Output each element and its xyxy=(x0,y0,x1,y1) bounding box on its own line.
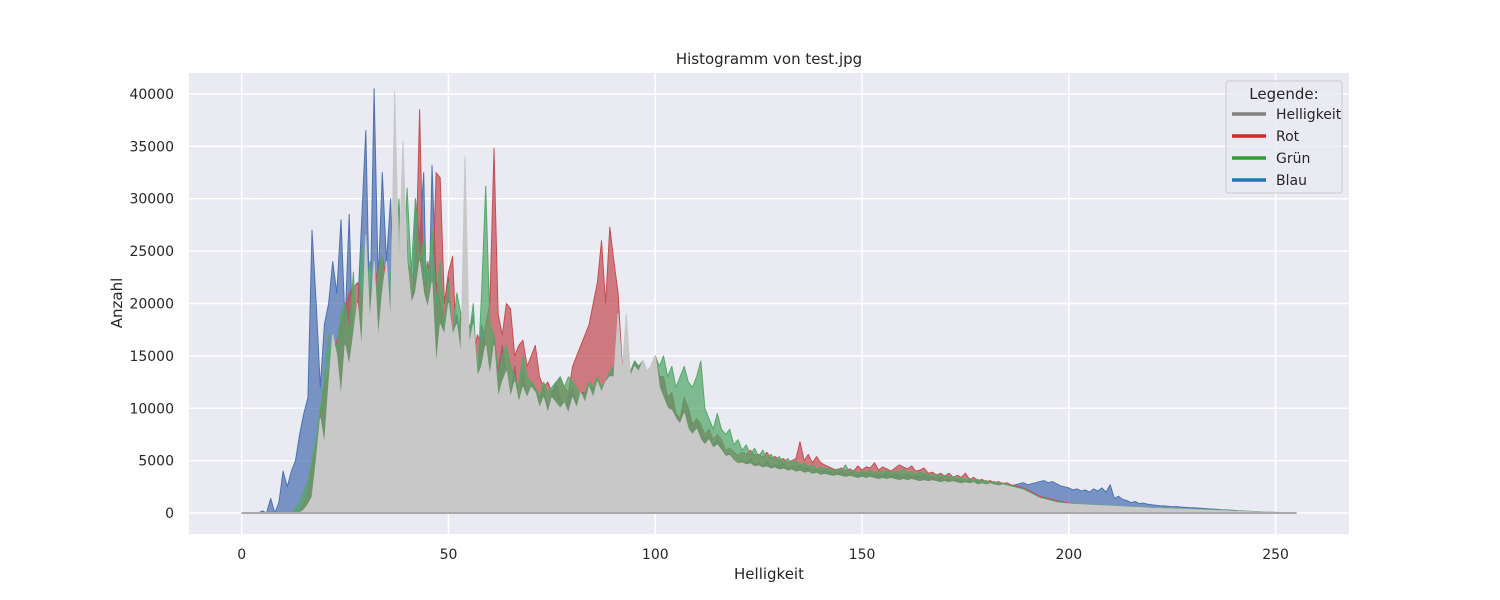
legend-title: Legende: xyxy=(1249,85,1318,103)
y-tick-label: 35000 xyxy=(129,139,174,155)
y-tick-label: 30000 xyxy=(129,192,174,208)
x-tick-label: 200 xyxy=(1055,547,1082,563)
y-axis-label: Anzahl xyxy=(108,278,126,329)
x-tick-label: 150 xyxy=(849,547,876,563)
legend: Legende: Helligkeit Rot Grün Blau xyxy=(1225,80,1343,194)
x-axis-label: Helligkeit xyxy=(734,565,804,583)
series-areas xyxy=(241,88,1297,515)
y-tick-label: 40000 xyxy=(129,87,174,103)
legend-entry: Helligkeit xyxy=(1276,107,1342,123)
chart-title: Histogramm von test.jpg xyxy=(676,50,862,68)
legend-entry: Blau xyxy=(1276,173,1307,189)
area-helligkeit xyxy=(241,91,1297,514)
x-tick-label: 250 xyxy=(1262,547,1289,563)
y-tick-label: 15000 xyxy=(129,349,174,365)
y-tick-label: 25000 xyxy=(129,244,174,260)
x-tick-label: 50 xyxy=(440,547,458,563)
legend-box xyxy=(1225,80,1343,194)
y-tick-label: 10000 xyxy=(129,401,174,417)
x-tick-label: 0 xyxy=(237,547,246,563)
y-axis-ticks: 0 5000 10000 15000 20000 25000 30000 35000 40000 xyxy=(129,87,174,522)
legend-entry: Grün xyxy=(1276,151,1310,167)
x-axis-ticks: 0 50 100 150 200 250 xyxy=(237,547,1289,563)
y-tick-label: 0 xyxy=(165,506,174,522)
x-tick-label: 100 xyxy=(642,547,669,563)
y-tick-label: 5000 xyxy=(138,454,174,470)
y-tick-label: 20000 xyxy=(129,297,174,313)
legend-entry: Rot xyxy=(1276,129,1300,145)
